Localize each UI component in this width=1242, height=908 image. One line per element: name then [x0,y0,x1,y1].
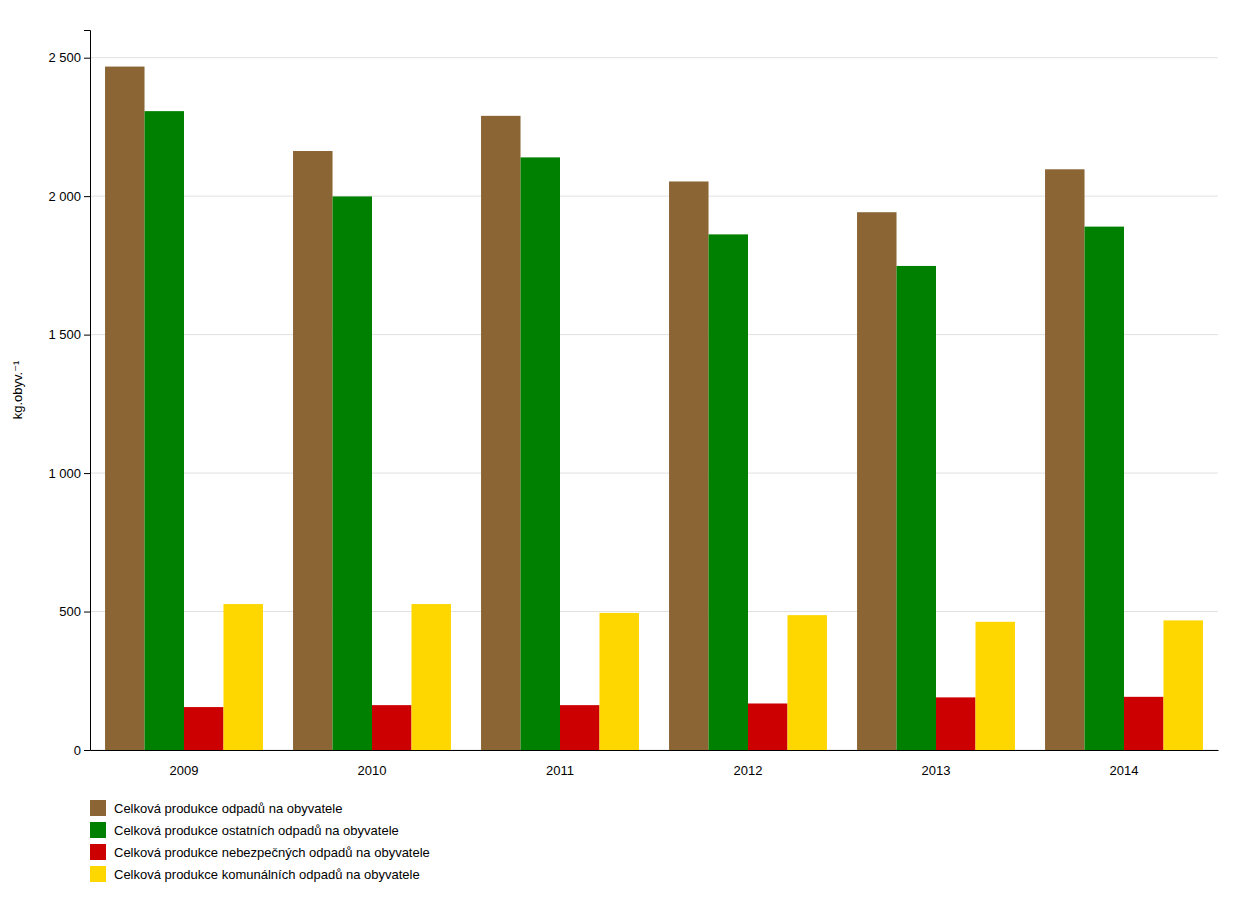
legend-swatch [90,844,106,860]
bar [897,266,936,750]
tick-label: 2014 [1110,763,1139,778]
tick: 2014 [1110,763,1139,778]
bar-series [105,67,1084,750]
bar [787,615,826,750]
bar [481,116,520,750]
bar [145,111,184,750]
legend-swatch [90,800,106,816]
tick-mark [84,612,90,613]
chart-svg: 2009 2010 2011 2012 2013 2014 0 500 1 000 1 500 2 … [0,0,1242,908]
tick-mark [84,473,90,474]
tick: 500 [59,604,90,619]
tick: 1 000 [48,466,90,481]
plot-area: 2009 2010 2011 2012 2013 2014 0 500 1 000 1 500 2 … [10,31,1219,883]
tick-label: 2010 [358,763,387,778]
bar-series [145,111,1124,750]
legend-item: Celková produkce odpadů na obyvatele [90,800,342,816]
tick-mark [84,58,90,59]
tick: 2012 [734,763,763,778]
bar [599,613,638,750]
bar [1045,169,1084,750]
bar [709,234,748,750]
legend-label: Celková produkce ostatních odpadů na oby… [114,823,399,838]
bar [184,707,223,750]
legend-item: Celková produkce komunálních odpadů na o… [90,866,420,882]
bar [669,181,708,750]
grid [90,58,1218,750]
bar-series [223,604,1202,750]
legend-label: Celková produkce odpadů na obyvatele [114,801,342,816]
bar [521,157,560,750]
y-axis: 0 500 1 000 1 500 2 000 2 500 [48,31,90,758]
tick: 2010 [358,763,387,778]
bar [560,705,599,750]
bar [223,604,262,750]
chart-container: 2009 2010 2011 2012 2013 2014 0 500 1 000 1 500 2 … [0,0,1242,908]
tick: 2013 [922,763,951,778]
legend-swatch [90,822,106,838]
tick-label: 500 [59,604,81,619]
bar [1124,697,1163,750]
tick: 1 500 [48,327,90,342]
bar [1085,227,1124,750]
bar [748,703,787,750]
tick-mark [84,196,90,197]
bar [975,622,1014,750]
tick-mark [84,750,90,751]
bar [372,705,411,750]
bar [293,151,332,750]
axis-title: kg.obyv.⁻¹ [10,360,25,419]
grid-line [90,57,1218,58]
bar [936,697,975,750]
axis-line [91,750,1219,751]
legend-label: Celková produkce nebezpečných odpadů na … [114,845,430,860]
bar [1163,620,1202,750]
legend: Celková produkce odpadů na obyvatele Celk… [90,800,430,882]
bar [333,196,372,750]
x-axis: 2009 2010 2011 2012 2013 2014 [91,751,1219,778]
tick-label: 2013 [922,763,951,778]
tick: 0 [74,743,90,758]
tick-label: 2012 [734,763,763,778]
bar [857,212,896,750]
tick-label: 1 000 [48,466,81,481]
axis-line [84,31,91,751]
legend-item: Celková produkce ostatních odpadů na oby… [90,822,399,838]
tick: 2011 [546,763,574,778]
tick: 2009 [170,763,199,778]
tick-mark [84,335,90,336]
bars [105,67,1203,750]
legend-swatch [90,866,106,882]
legend-item: Celková produkce nebezpečných odpadů na … [90,844,430,860]
tick: 2 500 [48,50,90,65]
tick: 2 000 [48,189,90,204]
tick-label: 2011 [546,763,574,778]
legend-label: Celková produkce komunálních odpadů na o… [114,867,420,882]
tick-label: 1 500 [48,327,81,342]
bar [411,604,450,750]
tick-label: 2 000 [48,189,81,204]
tick-label: 2 500 [48,50,81,65]
tick-label: 2009 [170,763,199,778]
bar-series [184,697,1163,750]
tick-label: 0 [74,743,81,758]
bar [105,67,144,750]
